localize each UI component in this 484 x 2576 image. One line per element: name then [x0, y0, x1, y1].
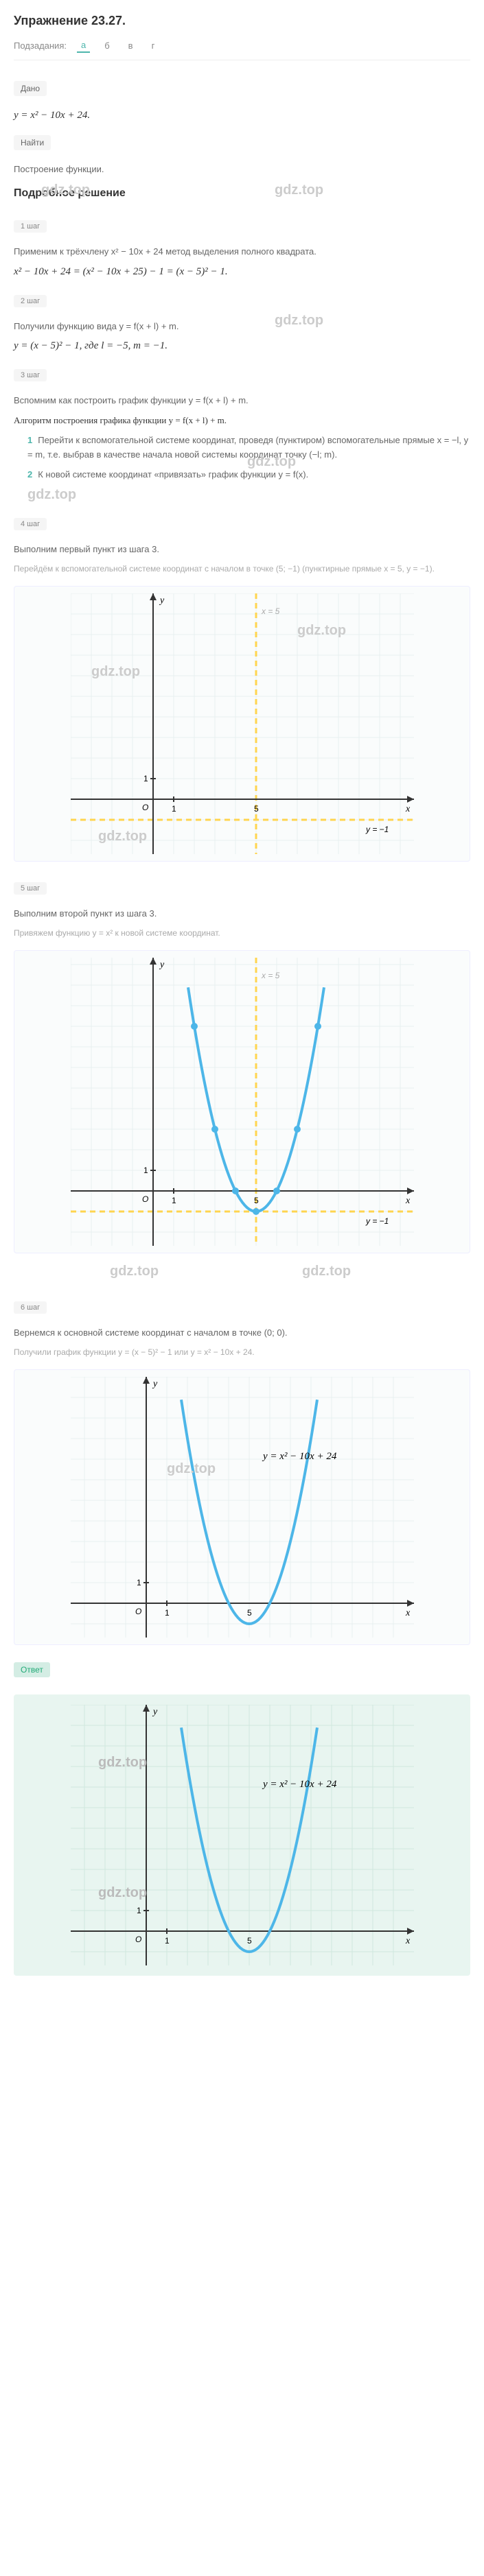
- svg-text:x: x: [405, 1196, 411, 1206]
- svg-text:1: 1: [137, 1906, 141, 1915]
- svg-text:O: O: [135, 1607, 141, 1616]
- solution-title: Подробное решение: [14, 187, 470, 200]
- find-badge: Найти: [14, 135, 51, 150]
- chart4-svg: x y 1 1 O 5 y = x² − 10x + 24 gdz.top gdz.t…: [71, 1705, 414, 1965]
- chart2-box: x y 1 1 O 5 x = 5 y = −1: [14, 950, 470, 1253]
- svg-text:1: 1: [165, 1936, 170, 1946]
- step6-text: Вернемся к основной системе координат с …: [14, 1326, 470, 1340]
- step-badge-1: 1 шаг: [14, 220, 47, 233]
- svg-text:1: 1: [137, 1578, 141, 1587]
- svg-text:1: 1: [143, 774, 148, 783]
- svg-text:5: 5: [247, 1608, 252, 1618]
- chart3-box: x y 1 1 O 5 y = x² − 10x + 24 gdz.top: [14, 1369, 470, 1645]
- svg-text:gdz.top: gdz.top: [167, 1461, 216, 1476]
- svg-text:gdz.top: gdz.top: [98, 1755, 147, 1770]
- find-text: Построение функции.: [14, 163, 470, 177]
- algo-item-2-text: К новой системе координат «привязать» гр…: [38, 469, 308, 480]
- step1-text: Применим к трёхчлену x² − 10x + 24 метод…: [14, 245, 470, 259]
- svg-text:x = 5: x = 5: [261, 606, 280, 616]
- svg-text:y: y: [152, 1707, 158, 1717]
- step-badge-6: 6 шаг: [14, 1301, 47, 1314]
- chart2-svg: x y 1 1 O 5 x = 5 y = −1: [71, 958, 414, 1246]
- exercise-title: Упражнение 23.27.: [14, 14, 470, 28]
- chart1-box: x y 1 1 O 5 x = 5 y = −1 gdz.top gdz.top gdz.…: [14, 586, 470, 862]
- svg-text:5: 5: [254, 804, 259, 814]
- step5-text: Выполним второй пункт из шага 3.: [14, 907, 470, 921]
- svg-text:5: 5: [247, 1936, 252, 1946]
- svg-text:1: 1: [172, 804, 176, 814]
- svg-text:y = x² − 10x + 24: y = x² − 10x + 24: [262, 1779, 337, 1790]
- watermark: gdz.top: [302, 1264, 351, 1279]
- svg-text:y = x² − 10x + 24: y = x² − 10x + 24: [262, 1451, 337, 1462]
- svg-text:y = −1: y = −1: [365, 825, 389, 834]
- svg-text:y: y: [159, 595, 165, 606]
- svg-text:x: x: [405, 1936, 411, 1946]
- given-formula: y = x² − 10x + 24.: [14, 110, 470, 121]
- subtask-tab-g[interactable]: г: [148, 39, 159, 52]
- step1-formula: x² − 10x + 24 = (x² − 10x + 25) − 1 = (x…: [14, 266, 470, 278]
- svg-text:x = 5: x = 5: [261, 971, 280, 980]
- subtask-tab-b[interactable]: б: [100, 39, 113, 52]
- svg-text:1: 1: [172, 1196, 176, 1205]
- step4-subtext: Перейдём к вспомогательной системе коорд…: [14, 563, 470, 576]
- chart3-svg: x y 1 1 O 5 y = x² − 10x + 24 gdz.top: [71, 1377, 414, 1638]
- subtasks-label: Подзадания:: [14, 40, 67, 51]
- svg-text:O: O: [142, 803, 148, 812]
- svg-text:1: 1: [165, 1608, 170, 1618]
- svg-text:gdz.top: gdz.top: [98, 1885, 147, 1900]
- svg-text:gdz.top: gdz.top: [98, 829, 147, 844]
- svg-text:x: x: [405, 1608, 411, 1618]
- subtasks-row: Подзадания: а б в г: [14, 38, 470, 60]
- step-badge-3: 3 шаг: [14, 369, 47, 381]
- watermark: gdz.top: [110, 1264, 159, 1279]
- svg-text:y: y: [152, 1379, 158, 1389]
- algo-item-1: 1Перейти к вспомогательной системе коорд…: [27, 434, 470, 462]
- svg-text:y: y: [159, 960, 165, 970]
- svg-text:5: 5: [254, 1196, 259, 1205]
- step-badge-4: 4 шаг: [14, 518, 47, 530]
- algo-title: Алгоритм построения графика функции y = …: [14, 414, 470, 428]
- svg-text:y = −1: y = −1: [365, 1216, 389, 1226]
- chart1-svg: x y 1 1 O 5 x = 5 y = −1 gdz.top gdz.top gdz.…: [71, 593, 414, 854]
- svg-text:1: 1: [143, 1166, 148, 1175]
- svg-text:O: O: [142, 1194, 148, 1204]
- subtask-tab-a[interactable]: а: [77, 38, 90, 53]
- watermark: gdz.top: [27, 487, 76, 503]
- step-badge-5: 5 шаг: [14, 882, 47, 895]
- answer-box: x y 1 1 O 5 y = x² − 10x + 24 gdz.top gdz.t…: [14, 1694, 470, 1976]
- answer-badge: Ответ: [14, 1662, 50, 1677]
- algo-item-1-text: Перейти к вспомогательной системе коорди…: [27, 435, 468, 460]
- step-badge-2: 2 шаг: [14, 295, 47, 307]
- given-badge: Дано: [14, 81, 47, 96]
- step4-text: Выполним первый пункт из шага 3.: [14, 543, 470, 557]
- svg-text:gdz.top: gdz.top: [91, 664, 140, 679]
- step2-text: Получили функцию вида y = f(x + l) + m.: [14, 320, 470, 334]
- svg-text:O: O: [135, 1935, 141, 1944]
- subtask-tab-v[interactable]: в: [124, 39, 137, 52]
- step6-subtext: Получили график функции y = (x − 5)² − 1…: [14, 1346, 470, 1359]
- step5-subtext: Привяжем функцию y = x² к новой системе …: [14, 927, 470, 940]
- algo-item-2: 2К новой системе координат «привязать» г…: [27, 468, 470, 482]
- step3-text: Вспомним как построить график функции y …: [14, 394, 470, 408]
- svg-text:gdz.top: gdz.top: [297, 623, 346, 638]
- step2-formula: y = (x − 5)² − 1, где l = −5, m = −1.: [14, 340, 470, 352]
- svg-text:x: x: [405, 804, 411, 814]
